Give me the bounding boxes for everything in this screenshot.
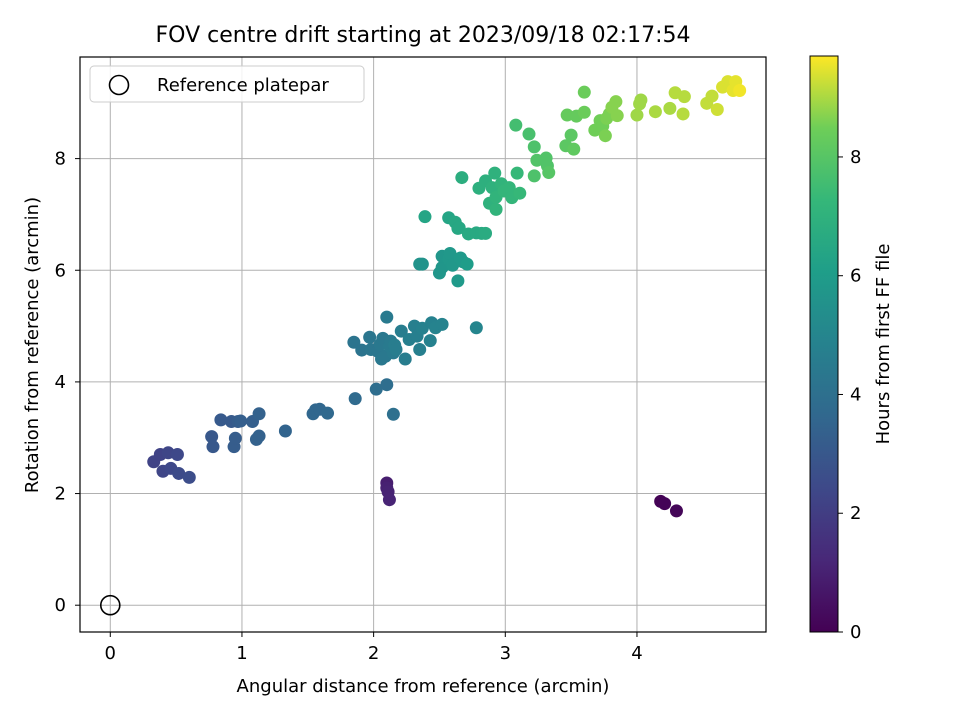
data-point — [648, 105, 662, 119]
data-point — [527, 169, 541, 183]
data-point — [228, 431, 242, 445]
data-point — [469, 321, 483, 335]
data-point — [489, 202, 503, 216]
y-tick-label: 2 — [55, 484, 66, 505]
data-point — [676, 107, 690, 121]
data-point — [630, 108, 644, 122]
data-point — [577, 85, 591, 99]
x-tick-label: 1 — [236, 643, 247, 664]
plot-frame — [79, 56, 767, 633]
y-tick-label: 6 — [55, 260, 66, 281]
data-point — [542, 166, 556, 180]
data-point — [658, 497, 672, 511]
legend: Reference platepar — [89, 65, 365, 103]
data-point — [382, 493, 396, 507]
data-point — [355, 343, 369, 357]
data-point — [172, 466, 186, 480]
data-point — [234, 414, 248, 428]
data-point — [452, 221, 466, 235]
y-tick-label: 0 — [55, 595, 66, 616]
data-point — [380, 310, 394, 324]
colorbar-gradient — [809, 55, 839, 633]
x-tick-label: 2 — [368, 643, 379, 664]
data-point — [610, 109, 624, 123]
x-tick-label: 4 — [631, 643, 642, 664]
data-point — [278, 424, 292, 438]
data-point — [677, 90, 691, 104]
data-point — [609, 95, 623, 109]
data-point — [182, 470, 196, 484]
data-point — [564, 128, 578, 142]
colorbar-tick-label: 0 — [850, 622, 861, 643]
data-point — [394, 324, 408, 338]
data-point — [398, 352, 412, 366]
data-point — [423, 334, 437, 348]
data-point — [510, 166, 524, 180]
data-point — [206, 440, 220, 454]
data-point — [386, 407, 400, 421]
y-axis-ticks: 0 2 4 6 8 — [55, 149, 80, 616]
y-tick-label: 4 — [55, 372, 66, 393]
x-axis-ticks: 0 1 2 3 4 — [105, 632, 643, 664]
data-point — [710, 102, 724, 116]
data-point — [567, 142, 581, 156]
colorbar: 0 2 4 6 8 Hours from first FF file — [809, 55, 894, 643]
x-tick-label: 0 — [105, 643, 116, 664]
legend-marker-icon — [108, 74, 130, 96]
data-point — [513, 186, 527, 200]
x-axis-label: Angular distance from reference (arcmin) — [237, 676, 610, 697]
y-axis-label: Rotation from reference (arcmin) — [22, 197, 43, 493]
colorbar-tick-label: 2 — [850, 503, 861, 524]
data-point — [669, 504, 683, 518]
data-point — [705, 89, 719, 103]
data-point — [460, 257, 474, 271]
data-point — [663, 101, 677, 115]
data-point — [527, 140, 541, 154]
legend-entry-reference-platepar: Reference platepar — [157, 75, 329, 96]
y-tick-label: 8 — [55, 149, 66, 170]
data-point — [205, 430, 219, 444]
data-point — [577, 105, 591, 119]
data-point — [252, 429, 266, 443]
data-point — [363, 330, 377, 344]
data-point — [435, 317, 449, 331]
data-point — [380, 378, 394, 392]
data-point — [598, 129, 612, 143]
data-point — [634, 93, 648, 107]
colorbar-tick-label: 6 — [850, 266, 861, 287]
data-point — [488, 166, 502, 180]
data-point — [509, 118, 523, 132]
data-point — [252, 407, 266, 421]
data-point — [369, 382, 383, 396]
colorbar-tick-label: 4 — [850, 384, 861, 405]
data-point — [418, 210, 432, 224]
colorbar-tick-label: 8 — [850, 147, 861, 168]
data-point — [522, 127, 536, 141]
data-points — [147, 75, 747, 518]
data-point — [214, 413, 228, 427]
data-point — [170, 447, 184, 461]
data-point — [389, 343, 403, 357]
data-point — [415, 257, 429, 271]
data-point — [502, 181, 516, 195]
legend-box — [89, 65, 365, 103]
data-point — [348, 392, 362, 406]
colorbar-label: Hours from first FF file — [873, 244, 894, 445]
reference-point-marker — [99, 594, 121, 616]
data-point — [455, 171, 469, 185]
x-tick-label: 3 — [500, 643, 511, 664]
data-point — [733, 83, 747, 97]
data-point — [347, 335, 361, 349]
data-point — [443, 247, 457, 261]
chart-title: FOV centre drift starting at 2023/09/18 … — [156, 23, 691, 48]
data-point — [479, 226, 493, 240]
colorbar-ticks: 0 2 4 6 8 — [838, 147, 861, 643]
data-point — [451, 274, 465, 288]
data-point — [321, 406, 335, 420]
data-point — [413, 343, 427, 357]
